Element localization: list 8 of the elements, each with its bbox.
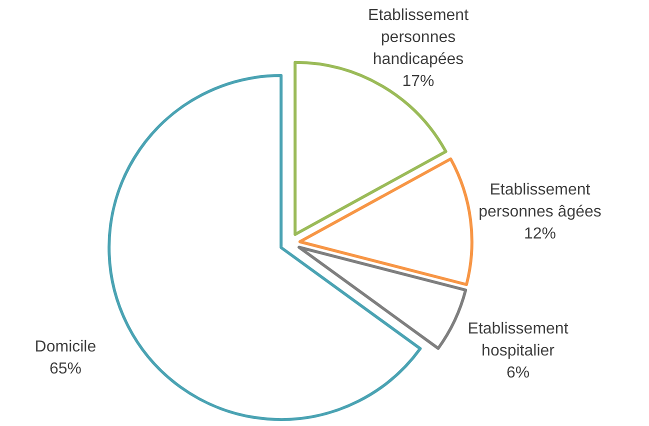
slice-label: Domicile <box>34 338 96 356</box>
data-label: 12% <box>524 225 556 242</box>
data-label: 6% <box>506 364 530 382</box>
slice-label: Etablissement personnes handicapées <box>368 7 470 68</box>
slice-label: Etablissement hospitalier <box>468 320 569 360</box>
data-label: 65% <box>49 360 82 378</box>
data-label: 17% <box>402 73 434 90</box>
slice-label: Etablissement personnes âgées <box>478 181 602 220</box>
